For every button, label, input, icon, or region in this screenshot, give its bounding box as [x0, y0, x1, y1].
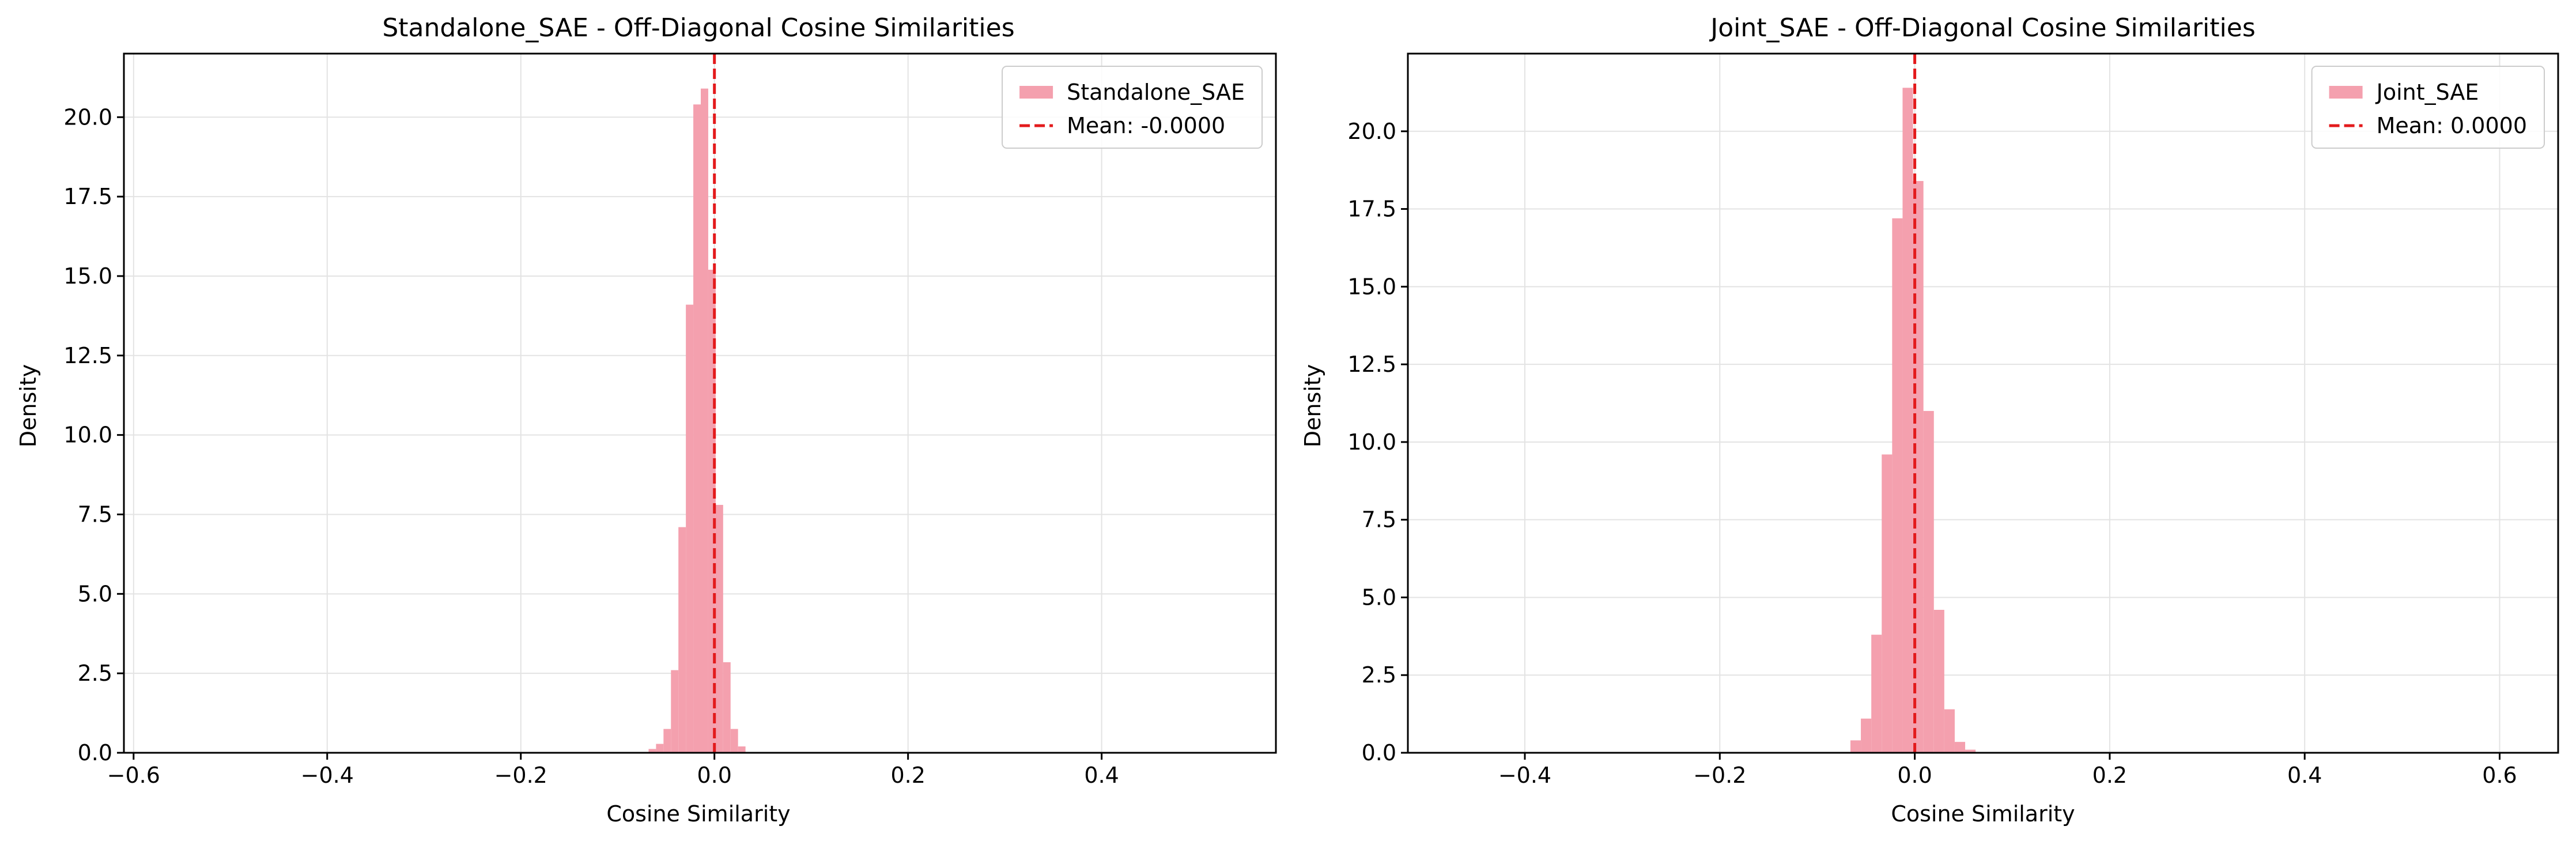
histogram-bar	[693, 104, 701, 753]
y-tick-label: 0.0	[1362, 740, 1396, 765]
legend: Joint_SAE Mean: 0.0000	[2311, 66, 2545, 149]
histogram-bar	[1965, 749, 1976, 753]
histogram-bar	[1954, 742, 1966, 753]
plot-frame	[123, 52, 1277, 754]
histogram-bars	[1850, 88, 1976, 753]
axis-ticks: −0.4 −0.2 0.0 0.2 0.4 0.6 0.0 2.5 5.0 7.5 10.0 12.5…	[1347, 119, 2517, 788]
chart-panel-standalone: Standalone_SAE - Off-Diagonal Cosine Sim…	[16, 13, 1277, 827]
chart-panel-joint: Joint_SAE - Off-Diagonal Cosine Similari…	[1300, 13, 2559, 827]
legend-label-series: Standalone_SAE	[1067, 80, 1245, 105]
x-tick-label: 0.2	[2092, 763, 2127, 788]
x-tick-label: 0.6	[2482, 763, 2517, 788]
legend-swatch-histogram	[1019, 86, 1053, 99]
legend-frame	[1002, 66, 1263, 149]
y-tick-label: 7.5	[78, 501, 112, 527]
axis-ticks: −0.6 −0.4 −0.2 0.0 0.2 0.4 0.0 2.5 5.0 7.5 10.0 12.…	[63, 104, 1119, 788]
histogram-bar	[671, 670, 679, 753]
histogram-bars	[648, 88, 746, 753]
y-tick-label: 12.5	[1347, 352, 1396, 377]
histogram-bar	[701, 88, 708, 753]
y-tick-label: 10.0	[63, 423, 112, 448]
legend-frame	[2311, 66, 2545, 149]
x-axis-label: Cosine Similarity	[606, 801, 790, 827]
chart-title: Joint_SAE - Off-Diagonal Cosine Similari…	[1709, 13, 2256, 43]
y-tick-label: 2.5	[1362, 662, 1396, 688]
histogram-bar	[1892, 218, 1903, 753]
histogram-bar	[1871, 635, 1882, 753]
y-tick-label: 17.5	[63, 184, 112, 209]
x-tick-label: −0.4	[1498, 763, 1551, 788]
x-tick-label: −0.6	[107, 763, 160, 788]
y-tick-label: 0.0	[78, 740, 112, 765]
histogram-bar	[1850, 740, 1861, 753]
y-tick-label: 10.0	[1347, 429, 1396, 455]
histogram-bar	[1902, 88, 1913, 753]
legend-label-series: Joint_SAE	[2375, 80, 2479, 105]
y-tick-label: 15.0	[1347, 274, 1396, 299]
histogram-bar	[663, 729, 671, 753]
y-tick-label: 5.0	[78, 581, 112, 606]
y-tick-label: 12.5	[63, 343, 112, 368]
y-tick-label: 5.0	[1362, 584, 1396, 610]
x-tick-label: 0.0	[1897, 763, 1932, 788]
y-tick-label: 7.5	[1362, 507, 1396, 533]
plot-frame	[1407, 52, 2559, 754]
histogram-bar	[715, 504, 723, 753]
y-axis-label: Density	[16, 364, 41, 447]
y-tick-label: 20.0	[1347, 119, 1396, 144]
y-tick-label: 15.0	[63, 263, 112, 289]
y-tick-label: 17.5	[1347, 197, 1396, 222]
histogram-bar	[1861, 718, 1872, 753]
y-tick-label: 20.0	[63, 104, 112, 130]
x-tick-label: 0.0	[697, 763, 731, 788]
histogram-bar	[723, 662, 731, 753]
x-tick-label: 0.4	[2287, 763, 2322, 788]
legend-label-mean: Mean: -0.0000	[1067, 113, 1225, 138]
x-tick-label: 0.2	[890, 763, 925, 788]
legend-swatch-histogram	[2329, 86, 2363, 99]
histogram-bar	[1933, 610, 1944, 753]
legend-label-mean: Mean: 0.0000	[2377, 113, 2527, 138]
y-tick-label: 2.5	[78, 661, 112, 686]
x-tick-label: −0.2	[494, 763, 547, 788]
histogram-bar	[656, 744, 664, 753]
histogram-bar	[738, 746, 746, 753]
legend: Standalone_SAE Mean: -0.0000	[1002, 66, 1263, 149]
histogram-bar	[1882, 454, 1893, 753]
histogram-bar	[1944, 709, 1955, 753]
x-axis-label: Cosine Similarity	[1891, 801, 2075, 827]
histogram-bar	[1923, 410, 1934, 753]
histogram-bar	[730, 729, 738, 753]
y-axis-label: Density	[1300, 364, 1325, 447]
x-tick-label: 0.4	[1084, 763, 1119, 788]
histogram-bar	[648, 749, 656, 753]
histogram-bar	[686, 304, 694, 753]
x-tick-label: −0.2	[1693, 763, 1746, 788]
histogram-bar	[678, 527, 686, 753]
chart-title: Standalone_SAE - Off-Diagonal Cosine Sim…	[382, 13, 1014, 43]
x-tick-label: −0.4	[301, 763, 354, 788]
